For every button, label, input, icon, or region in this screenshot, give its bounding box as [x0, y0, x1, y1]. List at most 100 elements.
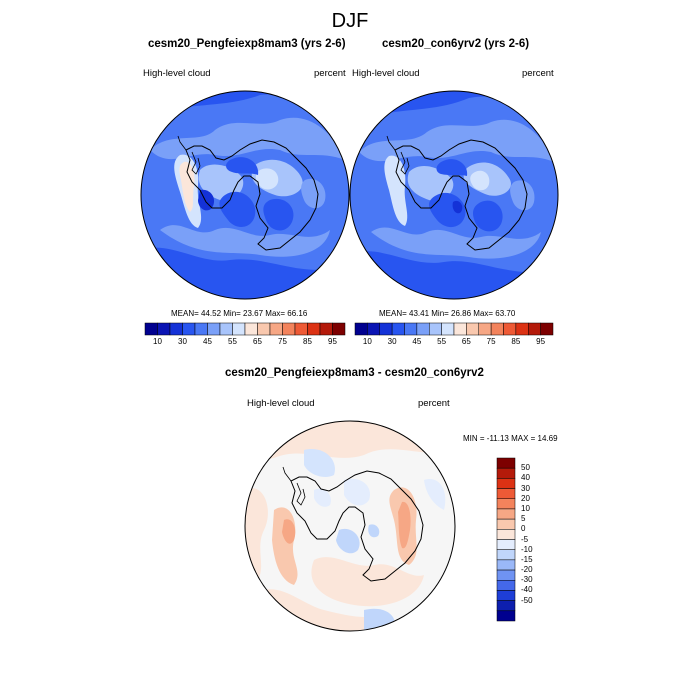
- colorbar-1-tick-label: 55: [228, 337, 237, 346]
- colorbar-2-tick-label: 10: [362, 337, 372, 346]
- difference-colorbar-tick-label: 20: [521, 493, 530, 503]
- difference-colorbar-swatch: [496, 569, 516, 581]
- colorbar-1-swatch: [232, 322, 246, 336]
- colorbar-2-swatch: [490, 322, 504, 336]
- difference-colorbar-tick-label: 40: [521, 473, 530, 483]
- colorbar-2-swatch: [367, 322, 380, 336]
- panel-2-title: cesm20_con6yrv2 (yrs 2-6): [382, 38, 530, 50]
- colorbar-1-swatch: [269, 322, 283, 336]
- difference-colorbar-tick-label: -20: [521, 565, 533, 575]
- colorbar-2-swatch: [503, 322, 517, 336]
- difference-colorbar-swatch: [496, 580, 516, 591]
- difference-colorbar-swatch: [496, 539, 516, 550]
- colorbar-2: [354, 322, 554, 336]
- colorbar-1-labels: 10 30 45 55 65 75 85 95: [145, 337, 345, 349]
- difference-colorbar-tick-label: -5: [521, 534, 529, 544]
- difference-colorbar-swatch: [496, 559, 516, 571]
- difference-colorbar-tick-label: -30: [521, 575, 533, 585]
- colorbar-1-swatch: [219, 322, 233, 336]
- colorbar-2-swatch: [528, 322, 541, 336]
- colorbar-2-swatch: [429, 322, 442, 336]
- panel-2-variable-label: High-level cloud: [352, 68, 420, 79]
- panel-1-statistics: MEAN= 44.52 Min= 23.67 Max= 66.16: [171, 309, 308, 318]
- panel-1-polar-map: [140, 90, 350, 300]
- difference-colorbar-swatch: [496, 549, 516, 561]
- colorbar-2-swatch: [478, 322, 492, 336]
- difference-colorbar-swatch: [496, 518, 516, 530]
- difference-colorbar: [496, 457, 516, 622]
- colorbar-1-tick-label: 65: [253, 337, 262, 346]
- colorbar-1-swatch: [294, 322, 308, 336]
- panel-2-polar-map: [349, 90, 559, 300]
- colorbar-1-swatch: [182, 322, 196, 336]
- colorbar-1: [144, 322, 346, 336]
- difference-colorbar-labels: 50 40 30 20 10 5 0 -5 -10 -15 -20 -30 -40 -50: [519, 458, 549, 621]
- colorbar-2-tick-label: 30: [387, 337, 397, 346]
- difference-colorbar-swatch: [496, 478, 516, 489]
- colorbar-2-swatch: [391, 322, 405, 336]
- colorbar-2-tick-label: 45: [412, 337, 422, 346]
- panel-1-variable-label: High-level cloud: [143, 68, 211, 79]
- colorbar-1-swatch: [307, 322, 321, 336]
- difference-colorbar-swatch: [496, 600, 516, 612]
- difference-colorbar-swatch: [496, 467, 516, 479]
- difference-variable-label: High-level cloud: [247, 398, 315, 409]
- colorbar-2-swatch: [379, 322, 393, 336]
- difference-colorbar-tick-label: -40: [521, 585, 533, 595]
- difference-colorbar-tick-label: 10: [521, 503, 530, 513]
- difference-units-label: percent: [418, 398, 450, 409]
- difference-colorbar-tick-label: -15: [521, 554, 533, 564]
- colorbar-1-tick-label: 10: [153, 337, 162, 346]
- difference-colorbar-tick-label: 50: [521, 463, 530, 473]
- colorbar-1-swatch: [157, 322, 171, 336]
- colorbar-1-tick-label: 85: [303, 337, 312, 346]
- colorbar-1-swatch: [282, 322, 296, 336]
- colorbar-2-swatch: [466, 322, 479, 336]
- colorbar-1-tick-label: 30: [178, 337, 187, 346]
- difference-colorbar-tick-label: 30: [521, 483, 530, 493]
- colorbar-2-swatch: [416, 322, 430, 336]
- colorbar-1-swatch: [144, 322, 158, 336]
- difference-colorbar-swatch: [496, 529, 516, 540]
- colorbar-1-swatch: [332, 322, 346, 336]
- difference-polar-map: [244, 420, 456, 632]
- difference-panel-title: cesm20_Pengfeiexp8mam3 - cesm20_con6yrv2: [225, 367, 484, 379]
- panel-2-units-label: percent: [522, 68, 554, 79]
- colorbar-1-swatch: [207, 322, 221, 336]
- difference-statistics: MIN = -11.13 MAX = 14.69: [463, 434, 558, 443]
- colorbar-2-swatch: [453, 322, 467, 336]
- difference-colorbar-swatch: [496, 498, 516, 510]
- colorbar-1-tick-label: 75: [278, 337, 287, 346]
- colorbar-2-tick-label: 75: [486, 337, 496, 346]
- colorbar-2-swatch: [404, 322, 418, 336]
- colorbar-1-swatch: [319, 322, 333, 336]
- difference-colorbar-swatch: [496, 590, 516, 601]
- colorbar-1-swatch: [257, 322, 271, 336]
- colorbar-1-swatch: [169, 322, 183, 336]
- panel-1-title: cesm20_Pengfeiexp8mam3 (yrs 2-6): [148, 38, 346, 50]
- colorbar-2-swatch: [354, 322, 368, 336]
- difference-colorbar-swatch: [496, 488, 516, 499]
- colorbar-2-tick-label: 55: [437, 337, 447, 346]
- colorbar-1-swatch: [194, 322, 208, 336]
- colorbar-2-tick-label: 85: [511, 337, 521, 346]
- difference-colorbar-swatch: [496, 610, 516, 622]
- figure-title: DJF: [331, 10, 369, 32]
- difference-colorbar-tick-label: -50: [521, 595, 533, 605]
- colorbar-2-tick-label: 95: [536, 337, 546, 346]
- colorbar-1-tick-label: 95: [328, 337, 337, 346]
- colorbar-1-swatch: [244, 322, 258, 336]
- panel-1-units-label: percent: [314, 68, 346, 79]
- difference-colorbar-tick-label: 5: [521, 514, 526, 524]
- colorbar-2-swatch: [515, 322, 529, 336]
- difference-colorbar-swatch: [496, 457, 516, 469]
- difference-colorbar-tick-label: 0: [521, 524, 526, 534]
- colorbar-2-labels: 10 30 45 55 65 75 85 95: [355, 337, 553, 349]
- difference-colorbar-tick-label: -10: [521, 544, 533, 554]
- colorbar-2-tick-label: 65: [461, 337, 471, 346]
- colorbar-1-tick-label: 45: [203, 337, 212, 346]
- colorbar-2-swatch: [441, 322, 455, 336]
- colorbar-2-swatch: [540, 322, 554, 336]
- difference-colorbar-swatch: [496, 508, 516, 520]
- panel-2-statistics: MEAN= 43.41 Min= 26.86 Max= 63.70: [379, 309, 516, 318]
